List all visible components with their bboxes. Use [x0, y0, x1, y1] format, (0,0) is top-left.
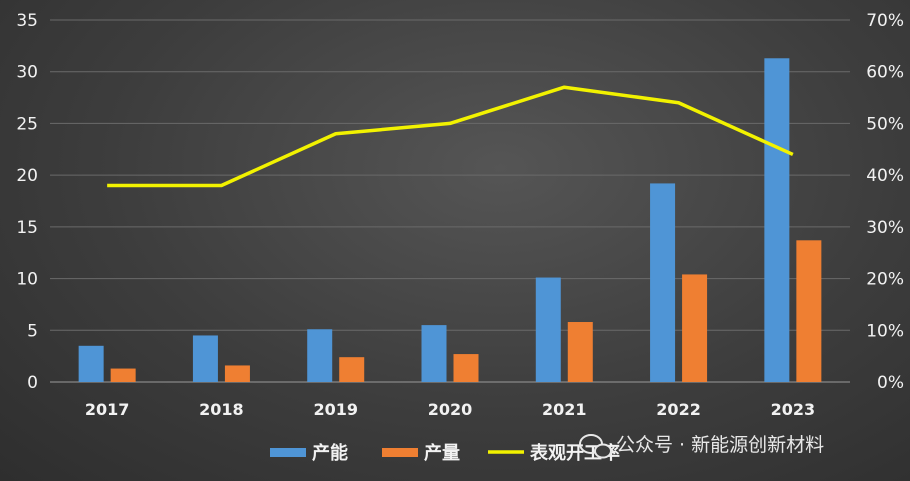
- x-tick-label: 2023: [771, 400, 816, 419]
- bar-产能-2017: [78, 345, 104, 382]
- x-axis: 2017 2018 2019 2020 2021 2022 2023: [85, 400, 815, 419]
- bar-产量-2022: [682, 274, 708, 382]
- watermark-text: 公众号 · 新能源创新材料: [616, 434, 824, 456]
- bar-产能-2020: [421, 325, 447, 382]
- x-tick-label: 2017: [85, 400, 130, 419]
- rate-line: [107, 85, 794, 188]
- bar-产量-2017: [110, 368, 136, 382]
- line-series-表观开工率: [107, 85, 794, 188]
- watermark: 公众号 · 新能源创新材料: [579, 434, 824, 459]
- y-right-tick-label: 40%: [866, 166, 904, 186]
- bar-产能-2022: [650, 183, 676, 382]
- bar-产量-2018: [224, 365, 250, 382]
- bar-产能-2021: [535, 277, 561, 382]
- y-left-tick-label: 35: [16, 11, 38, 31]
- gridlines: [50, 19, 850, 331]
- y-left-tick-label: 10: [16, 270, 38, 290]
- x-tick-label: 2021: [542, 400, 587, 419]
- y-right-tick-label: 50%: [866, 114, 904, 134]
- legend: 产能 产量 表观开工率: [270, 442, 620, 464]
- y-right-tick-label: 20%: [866, 270, 904, 290]
- legend-swatch: [270, 448, 306, 457]
- x-tick-label: 2020: [428, 400, 473, 419]
- y-right-tick-label: 30%: [866, 218, 904, 238]
- y-right-tick-label: 60%: [866, 63, 904, 83]
- x-tick-label: 2018: [199, 400, 244, 419]
- x-tick-label: 2019: [313, 400, 358, 419]
- y-left-tick-label: 20: [16, 166, 38, 186]
- y-right-tick-label: 10%: [866, 321, 904, 341]
- y-left-tick-label: 0: [27, 373, 38, 393]
- y-right-tick-label: 70%: [866, 11, 904, 31]
- y-axis-right: 0% 10% 20% 30% 40% 50% 60% 70%: [866, 11, 904, 393]
- legend-swatch: [382, 448, 418, 457]
- legend-label: 产量: [424, 442, 460, 464]
- legend-label: 产能: [312, 442, 348, 464]
- y-left-tick-label: 30: [16, 63, 38, 83]
- bars: [78, 58, 822, 383]
- y-left-tick-label: 15: [16, 218, 38, 238]
- y-right-tick-label: 0%: [877, 373, 904, 393]
- bar-产量-2019: [339, 357, 365, 382]
- x-tick-label: 2022: [656, 400, 701, 419]
- wechat-icon: [579, 434, 612, 459]
- bar-产量-2023: [796, 240, 822, 382]
- bar-产能-2019: [307, 329, 333, 382]
- bar-产量-2021: [567, 322, 593, 382]
- bar-产能-2018: [192, 335, 218, 382]
- y-axis-left: 0 5 10 15 20 25 30 35: [16, 11, 38, 393]
- y-left-tick-label: 25: [16, 114, 38, 134]
- y-left-tick-label: 5: [27, 321, 38, 341]
- bar-产能-2023: [764, 58, 790, 383]
- bar-产量-2020: [453, 354, 479, 382]
